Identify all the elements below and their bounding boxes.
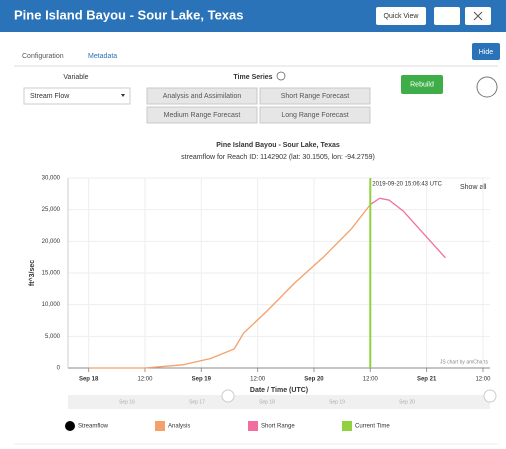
time-series-option: Medium Range Forecast	[164, 112, 241, 119]
y-axis-title: ft^3/sec	[28, 260, 36, 286]
x-tick-label: 12:00	[137, 377, 153, 383]
navigator-handle[interactable]	[222, 390, 234, 402]
x-tick-label: 12:00	[475, 377, 491, 383]
x-tick-label: Sep 20	[304, 377, 324, 383]
legend-marker	[342, 421, 352, 431]
quick-view-label: Quick View	[384, 13, 420, 20]
legend-label: Streamflow	[78, 424, 109, 430]
navigator-label: Sep 20	[399, 399, 415, 405]
x-tick-label: Sep 21	[417, 377, 437, 383]
variable-label: Variable	[63, 74, 88, 81]
y-tick-label: 15,000	[42, 271, 61, 277]
chart-subtitle: streamflow for Reach ID: 1142902 (lat: 3…	[181, 154, 375, 161]
settings-button[interactable]	[477, 77, 497, 97]
navigator-handle[interactable]	[484, 390, 496, 402]
navigator-label: Sep 16	[119, 399, 135, 405]
y-tick-label: 30,000	[42, 176, 61, 182]
time-series-option: Analysis and Assimilation	[163, 93, 242, 100]
x-tick-label: Sep 19	[192, 377, 212, 383]
legend-label: Analysis	[168, 424, 190, 430]
y-tick-label: 5,000	[45, 334, 61, 340]
hide-label: Hide	[479, 49, 494, 56]
header-title: Pine Island Bayou - Sour Lake, Texas	[14, 7, 244, 22]
time-series-option: Short Range Forecast	[281, 93, 350, 100]
navigator-label: Sep 18	[259, 399, 275, 405]
navigator-label: Sep 17	[189, 399, 205, 405]
credit: JS chart by amCharts	[440, 359, 489, 365]
navigator-label: Sep 19	[329, 399, 345, 405]
time-series-option: Long Range Forecast	[281, 112, 348, 119]
page: Pine Island Bayou - Sour Lake, Texas Qui…	[0, 0, 506, 449]
tab-metadata[interactable]: Metadata	[88, 53, 117, 60]
legend-marker	[248, 421, 258, 431]
legend-marker	[155, 421, 165, 431]
link-button[interactable]	[434, 7, 460, 25]
legend-marker	[65, 421, 75, 431]
time-series-label: Time Series	[233, 74, 272, 81]
x-tick-label: 12:00	[250, 377, 266, 383]
variable-selected: Stream Flow	[30, 93, 70, 100]
y-tick-label: 10,000	[42, 302, 61, 308]
x-tick-label: 12:00	[363, 377, 379, 383]
y-tick-label: 25,000	[42, 207, 61, 213]
rebuild-label: Rebuild	[410, 81, 434, 88]
legend-label: Short Range	[261, 424, 295, 430]
x-tick-label: Sep 18	[79, 377, 99, 383]
legend-label: Current Time	[355, 424, 390, 430]
chart-title: Pine Island Bayou - Sour Lake, Texas	[216, 142, 340, 149]
x-axis-title: Date / Time (UTC)	[250, 387, 308, 394]
tab-configuration[interactable]: Configuration	[22, 53, 64, 60]
y-tick-label: 20,000	[42, 239, 61, 245]
current-time-label: 2019-09-20 15:06:43 UTC	[372, 182, 442, 188]
